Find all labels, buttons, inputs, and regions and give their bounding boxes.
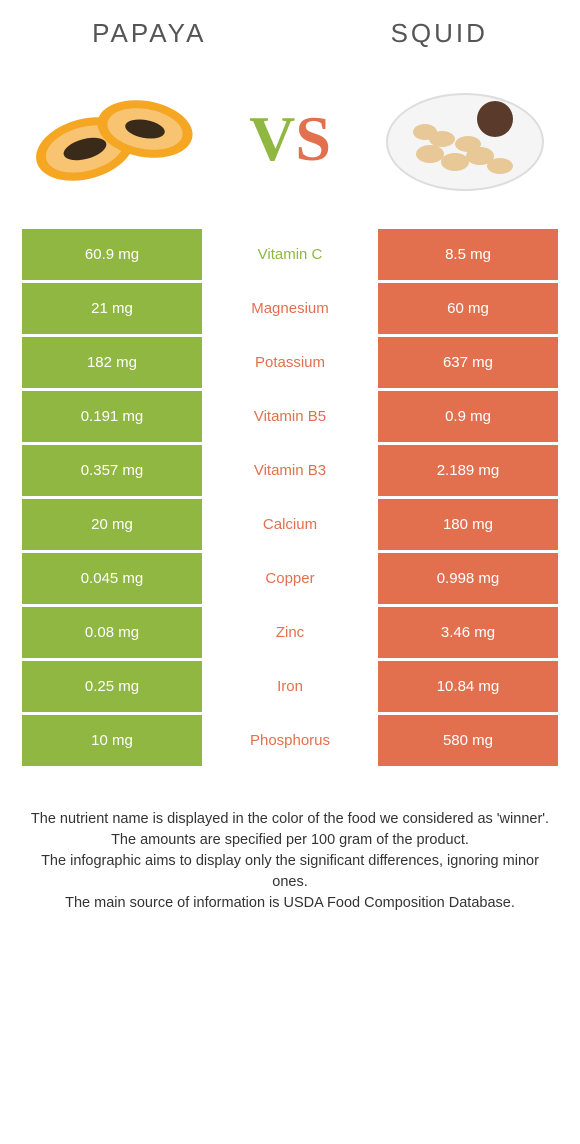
table-row: 0.08 mgZinc3.46 mg [22,607,558,658]
vs-s: S [295,103,331,174]
footer-line: The nutrient name is displayed in the co… [30,809,550,830]
nutrient-name: Vitamin C [202,229,378,280]
table-row: 60.9 mgVitamin C8.5 mg [22,229,558,280]
right-value: 10.84 mg [378,661,558,712]
vs-label: VS [249,102,331,176]
nutrient-name: Potassium [202,337,378,388]
table-row: 0.191 mgVitamin B50.9 mg [22,391,558,442]
table-row: 0.357 mgVitamin B32.189 mg [22,445,558,496]
nutrient-name: Vitamin B5 [202,391,378,442]
right-value: 3.46 mg [378,607,558,658]
footer-notes: The nutrient name is displayed in the co… [0,769,580,914]
nutrient-name: Calcium [202,499,378,550]
nutrient-name: Copper [202,553,378,604]
left-value: 10 mg [22,715,202,766]
left-value: 20 mg [22,499,202,550]
right-value: 0.998 mg [378,553,558,604]
left-value: 0.08 mg [22,607,202,658]
table-row: 21 mgMagnesium60 mg [22,283,558,334]
footer-line: The amounts are specified per 100 gram o… [30,830,550,851]
nutrient-name: Zinc [202,607,378,658]
left-value: 0.045 mg [22,553,202,604]
table-row: 0.25 mgIron10.84 mg [22,661,558,712]
left-value: 0.357 mg [22,445,202,496]
left-value: 0.191 mg [22,391,202,442]
footer-line: The main source of information is USDA F… [30,893,550,914]
right-food-title: Squid [391,18,488,49]
right-value: 180 mg [378,499,558,550]
table-row: 10 mgPhosphorus580 mg [22,715,558,766]
left-value: 182 mg [22,337,202,388]
papaya-image [30,79,200,199]
nutrient-name: Magnesium [202,283,378,334]
nutrient-name: Iron [202,661,378,712]
footer-line: The infographic aims to display only the… [30,851,550,893]
left-food-title: Papaya [92,18,206,49]
left-value: 0.25 mg [22,661,202,712]
left-value: 21 mg [22,283,202,334]
vs-v: V [249,103,295,174]
header: Papaya Squid [0,0,580,59]
vs-row: VS [0,59,580,229]
squid-image [380,79,550,199]
right-value: 60 mg [378,283,558,334]
right-value: 0.9 mg [378,391,558,442]
table-row: 182 mgPotassium637 mg [22,337,558,388]
right-value: 637 mg [378,337,558,388]
nutrient-table: 60.9 mgVitamin C8.5 mg21 mgMagnesium60 m… [0,229,580,766]
nutrient-name: Phosphorus [202,715,378,766]
table-row: 20 mgCalcium180 mg [22,499,558,550]
table-row: 0.045 mgCopper0.998 mg [22,553,558,604]
nutrient-name: Vitamin B3 [202,445,378,496]
right-value: 580 mg [378,715,558,766]
left-value: 60.9 mg [22,229,202,280]
right-value: 2.189 mg [378,445,558,496]
right-value: 8.5 mg [378,229,558,280]
